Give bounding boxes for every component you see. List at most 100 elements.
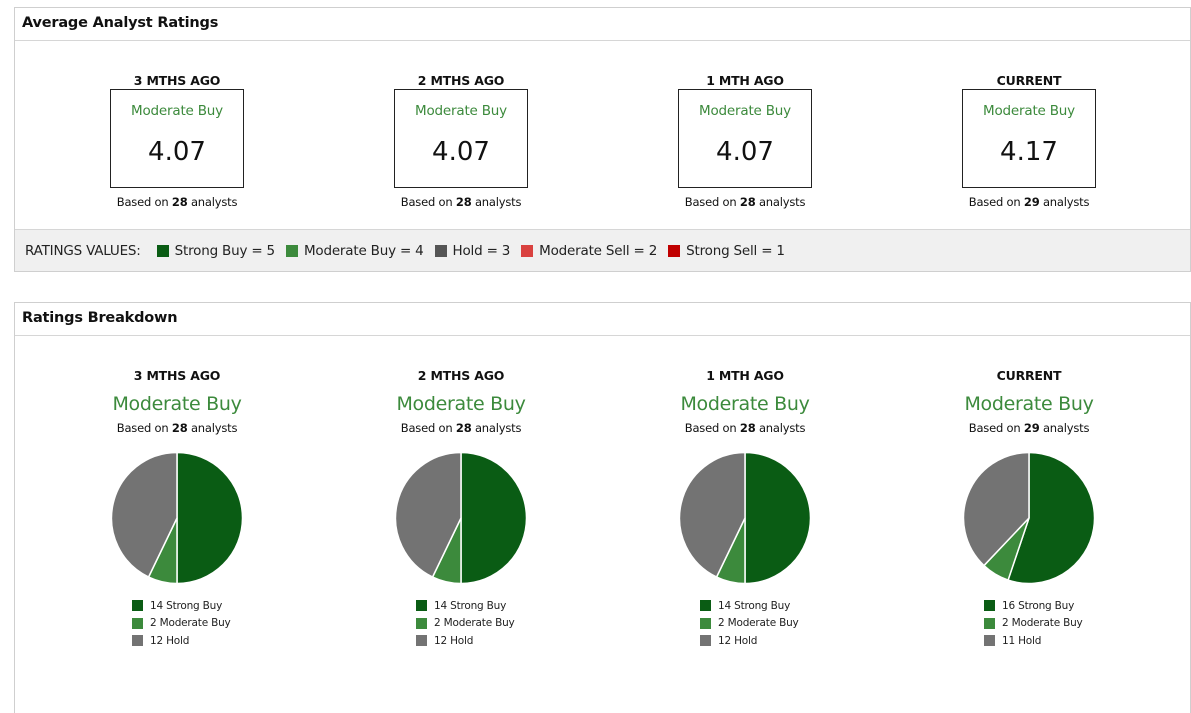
- analyst-count: 28: [455, 421, 472, 435]
- swatch-icon: [416, 635, 427, 647]
- analyst-count: 28: [455, 195, 472, 209]
- ratings-breakdown-title: Ratings Breakdown: [15, 303, 1190, 336]
- pie-slice-hold: [394, 451, 462, 578]
- analyst-count: 29: [1023, 421, 1040, 435]
- swatch-icon: [416, 617, 427, 629]
- swatch-icon: [700, 617, 711, 629]
- rating-value: 4.17: [1000, 137, 1058, 167]
- ratings-pie-chart: [678, 451, 812, 585]
- column-heading: CURRENT: [996, 73, 1062, 88]
- analyst-count: 28: [171, 421, 188, 435]
- pie-legend-moderate-buy: 2 Moderate Buy: [416, 615, 526, 633]
- rating-value: 4.07: [432, 137, 490, 167]
- analyst-count: 28: [739, 421, 756, 435]
- pie-legend-hold: 12 Hold: [416, 632, 526, 650]
- analyst-count-text: Based on 29 analysts: [968, 195, 1090, 209]
- rating-label: Moderate Buy: [112, 393, 242, 415]
- swatch-icon: [285, 244, 298, 257]
- pie-legend-strong-buy: 14 Strong Buy: [132, 597, 242, 615]
- pie-legend-hold: 12 Hold: [700, 632, 810, 650]
- pie-legend-strong-buy: 16 Strong Buy: [984, 597, 1094, 615]
- rating-label: Moderate Buy: [964, 393, 1094, 415]
- swatch-icon: [132, 617, 143, 629]
- rating-label: Moderate Buy: [396, 393, 526, 415]
- legend-strong-sell: Strong Sell = 1: [668, 243, 785, 259]
- pie-slice-strong-buy: [460, 451, 528, 585]
- pie-legend: 14 Strong Buy 2 Moderate Buy 12 Hold: [132, 597, 242, 650]
- rating-value: 4.07: [148, 137, 206, 167]
- avg-column-current: CURRENT Moderate Buy 4.17 Based on 29 an…: [934, 72, 1124, 210]
- analyst-count: 28: [739, 195, 756, 209]
- pie-slice-hold: [678, 451, 746, 578]
- analyst-count-text: Based on 28 analysts: [684, 195, 806, 209]
- swatch-icon: [700, 635, 711, 647]
- column-heading: 3 MTHS AGO: [133, 73, 221, 88]
- pie-slice-strong-buy: [744, 451, 812, 585]
- pie-slice-hold: [962, 451, 1030, 567]
- rating-label: Moderate Buy: [131, 103, 223, 119]
- swatch-icon: [132, 635, 143, 647]
- ratings-values-title: RATINGS VALUES:: [25, 242, 141, 259]
- rating-label: Moderate Buy: [983, 103, 1075, 119]
- column-heading: 2 MTHS AGO: [417, 368, 505, 383]
- ratings-pie-chart: [110, 451, 244, 585]
- analyst-count-text: Based on 28 analysts: [400, 421, 522, 435]
- swatch-icon: [132, 600, 143, 612]
- column-heading: 3 MTHS AGO: [133, 368, 221, 383]
- swatch-icon: [434, 244, 447, 257]
- swatch-icon: [984, 617, 995, 629]
- ratings-values-legend: RATINGS VALUES: Strong Buy = 5 Moderate …: [15, 229, 1190, 271]
- column-heading: CURRENT: [996, 368, 1062, 383]
- ratings-pie-chart: [394, 451, 528, 585]
- swatch-icon: [700, 600, 711, 612]
- rating-value: 4.07: [716, 137, 774, 167]
- breakdown-column-3-months: 3 MTHS AGO Moderate Buy Based on 28 anal…: [77, 367, 277, 650]
- analyst-count-text: Based on 29 analysts: [968, 421, 1090, 435]
- average-ratings-title: Average Analyst Ratings: [15, 8, 1190, 41]
- ratings-breakdown-panel: Ratings Breakdown 3 MTHS AGO Moderate Bu…: [14, 302, 1191, 713]
- legend-hold: Hold = 3: [434, 243, 510, 259]
- pie-slice-hold: [110, 451, 178, 578]
- pie-legend: 14 Strong Buy 2 Moderate Buy 12 Hold: [700, 597, 810, 650]
- rating-box: Moderate Buy 4.07: [394, 89, 528, 188]
- pie-legend-moderate-buy: 2 Moderate Buy: [132, 615, 242, 633]
- pie-legend-hold: 11 Hold: [984, 632, 1094, 650]
- rating-box: Moderate Buy 4.07: [110, 89, 244, 188]
- pie-legend: 14 Strong Buy 2 Moderate Buy 12 Hold: [416, 597, 526, 650]
- pie-slice-strong-buy: [176, 451, 244, 585]
- breakdown-column-2-months: 2 MTHS AGO Moderate Buy Based on 28 anal…: [361, 367, 561, 650]
- legend-moderate-sell: Moderate Sell = 2: [521, 243, 657, 259]
- pie-legend-moderate-buy: 2 Moderate Buy: [984, 615, 1094, 633]
- swatch-icon: [521, 244, 534, 257]
- swatch-icon: [416, 600, 427, 612]
- pie-legend-strong-buy: 14 Strong Buy: [416, 597, 526, 615]
- rating-label: Moderate Buy: [680, 393, 810, 415]
- avg-column-3-months: 3 MTHS AGO Moderate Buy 4.07 Based on 28…: [82, 72, 272, 210]
- breakdown-column-1-month: 1 MTH AGO Moderate Buy Based on 28 analy…: [645, 367, 845, 650]
- pie-legend-moderate-buy: 2 Moderate Buy: [700, 615, 810, 633]
- analyst-count: 28: [171, 195, 188, 209]
- legend-moderate-buy: Moderate Buy = 4: [285, 243, 424, 259]
- column-heading: 2 MTHS AGO: [417, 73, 505, 88]
- rating-label: Moderate Buy: [699, 103, 791, 119]
- analyst-count-text: Based on 28 analysts: [684, 421, 806, 435]
- rating-box: Moderate Buy 4.17: [962, 89, 1096, 188]
- analyst-count-text: Based on 28 analysts: [116, 195, 238, 209]
- avg-column-1-month: 1 MTH AGO Moderate Buy 4.07 Based on 28 …: [650, 72, 840, 210]
- ratings-pie-chart: [962, 451, 1096, 585]
- avg-column-2-months: 2 MTHS AGO Moderate Buy 4.07 Based on 28…: [366, 72, 556, 210]
- column-heading: 1 MTH AGO: [706, 73, 784, 88]
- rating-box: Moderate Buy 4.07: [678, 89, 812, 188]
- analyst-count: 29: [1023, 195, 1040, 209]
- analyst-count-text: Based on 28 analysts: [116, 421, 238, 435]
- pie-legend: 16 Strong Buy 2 Moderate Buy 11 Hold: [984, 597, 1094, 650]
- rating-label: Moderate Buy: [415, 103, 507, 119]
- pie-legend-hold: 12 Hold: [132, 632, 242, 650]
- average-ratings-panel: Average Analyst Ratings 3 MTHS AGO Moder…: [14, 7, 1191, 272]
- swatch-icon: [984, 635, 995, 647]
- analyst-count-text: Based on 28 analysts: [400, 195, 522, 209]
- swatch-icon: [984, 600, 995, 612]
- swatch-icon: [668, 244, 681, 257]
- legend-strong-buy: Strong Buy = 5: [156, 243, 275, 259]
- pie-legend-strong-buy: 14 Strong Buy: [700, 597, 810, 615]
